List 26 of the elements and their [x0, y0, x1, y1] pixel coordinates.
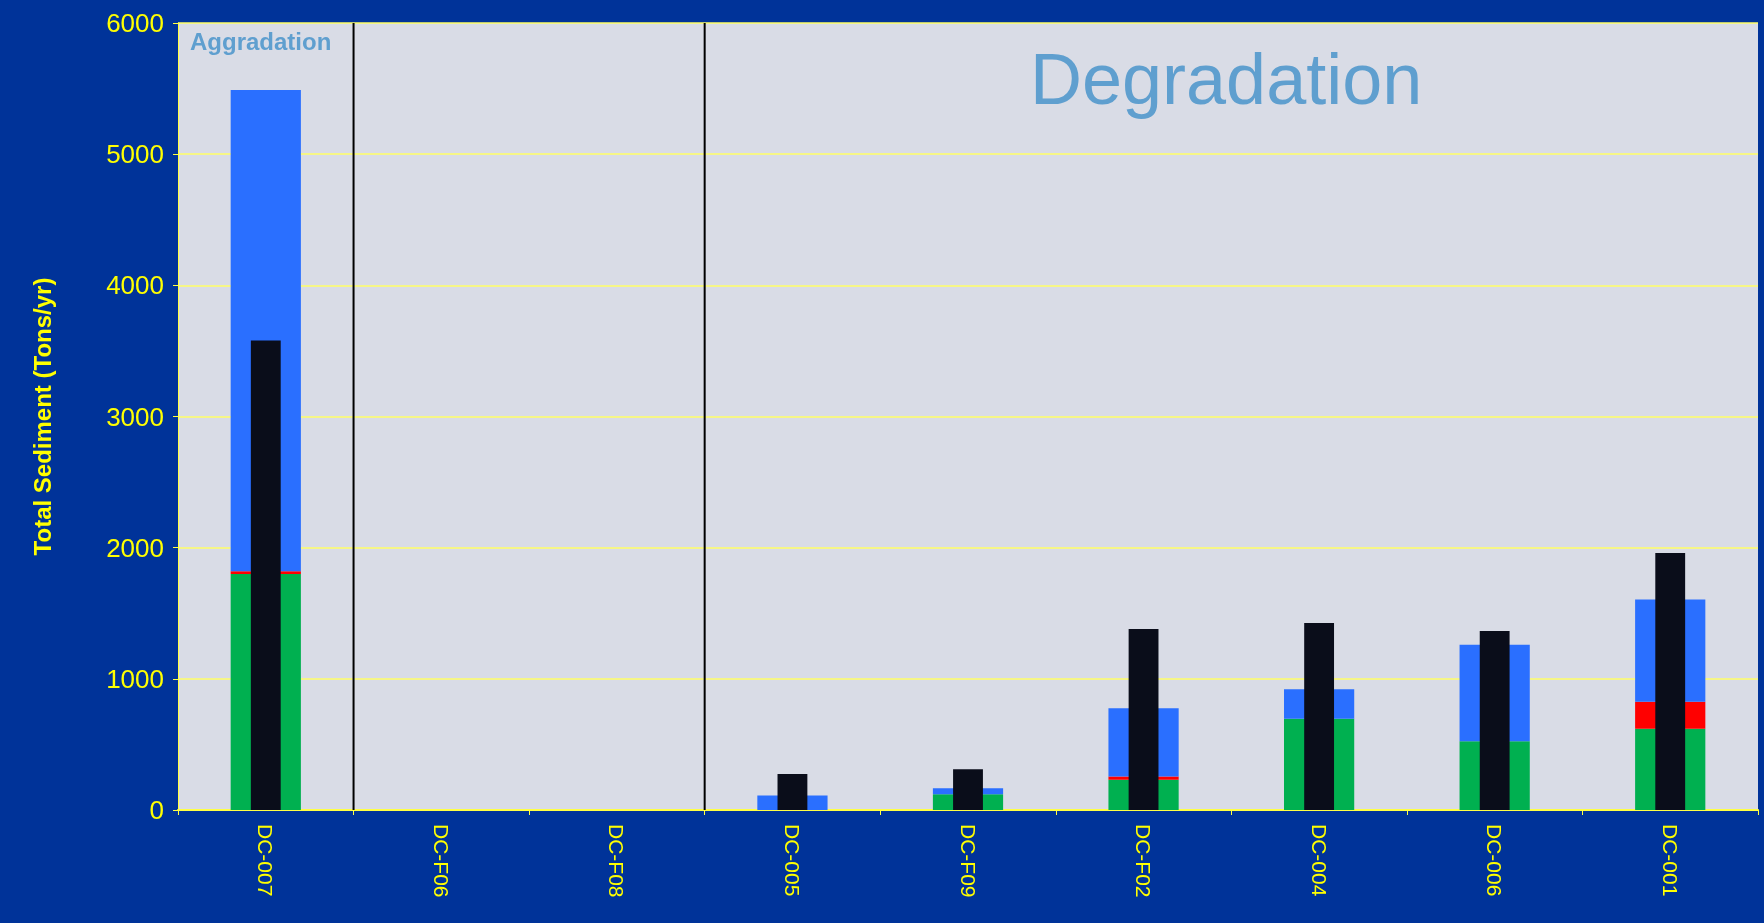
annotation: Degradation: [1030, 39, 1423, 119]
x-tick-label: DC-004: [1307, 824, 1331, 897]
y-tick-label: 5000: [106, 139, 164, 170]
y-axis-title: Total Sediment (Tons/yr): [28, 277, 56, 556]
x-tick-label: DC-F06: [429, 824, 453, 898]
y-tick-label: 3000: [106, 401, 164, 432]
x-tick-label: DC-006: [1483, 824, 1507, 897]
x-tick-label: DC-F08: [605, 824, 629, 898]
bar: [953, 769, 983, 810]
bar: [777, 773, 808, 810]
bar: [1304, 623, 1335, 810]
y-tick-label: 2000: [106, 532, 164, 563]
x-tick-label: DC-F02: [1132, 824, 1156, 898]
y-tick-label: 1000: [106, 663, 164, 694]
bar: [1655, 552, 1686, 810]
x-tick-label: DC-007: [254, 824, 278, 897]
y-tick-label: 6000: [106, 8, 164, 38]
y-tick-label: 0: [149, 795, 164, 825]
x-tick-label: DC-001: [1658, 824, 1682, 897]
x-tick-label: DC-005: [780, 824, 804, 897]
annotation: Aggradation: [190, 27, 332, 55]
bar: [1479, 630, 1510, 810]
bar: [1128, 628, 1159, 810]
bar: [250, 340, 281, 810]
x-tick-label: DC-F09: [956, 824, 980, 898]
y-tick-label: 4000: [106, 270, 164, 301]
